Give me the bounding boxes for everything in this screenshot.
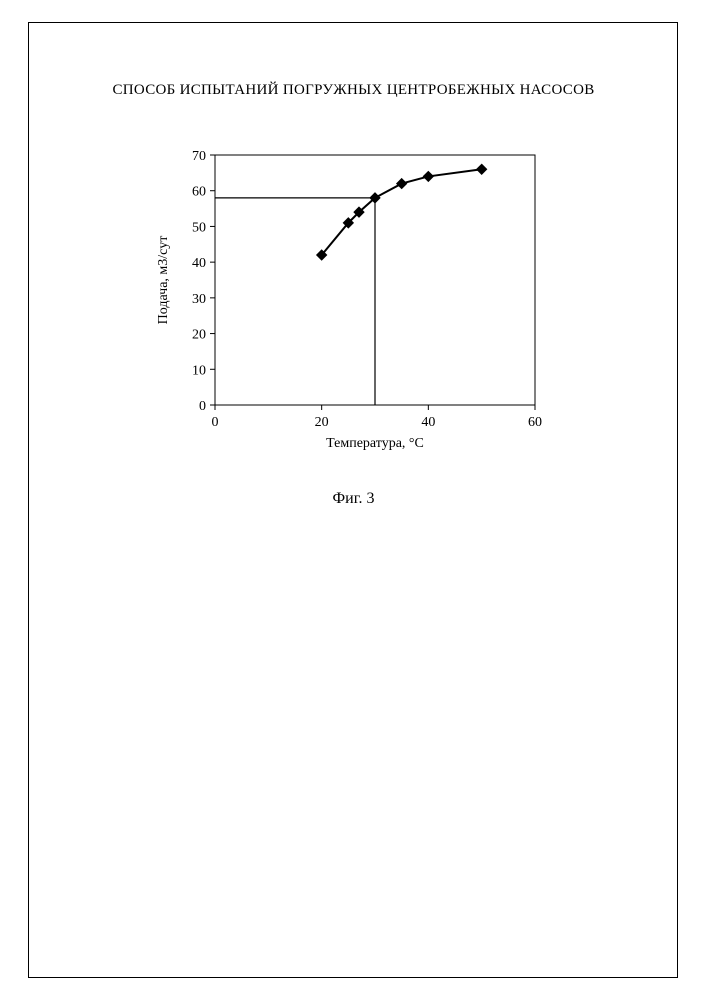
svg-text:60: 60 — [192, 185, 206, 200]
chart-svg: 0 10 20 30 40 50 60 70 0 20 40 60 Температура, °C Под… — [145, 145, 565, 465]
chart-container: 0 10 20 30 40 50 60 70 0 20 40 60 Температура, °C Под… — [145, 145, 565, 465]
svg-text:Температура, °C: Температура, °C — [326, 436, 424, 451]
page: СПОСОБ ИСПЫТАНИЙ ПОГРУЖНЫХ ЦЕНТРОБЕЖНЫХ … — [0, 0, 707, 1000]
svg-text:Подача, м3/сут: Подача, м3/сут — [156, 236, 171, 325]
svg-text:20: 20 — [315, 415, 329, 430]
svg-text:30: 30 — [192, 292, 206, 307]
svg-text:40: 40 — [192, 256, 206, 271]
svg-text:50: 50 — [192, 220, 206, 235]
svg-text:10: 10 — [192, 363, 206, 378]
svg-text:60: 60 — [528, 415, 542, 430]
svg-text:20: 20 — [192, 328, 206, 343]
svg-text:40: 40 — [421, 415, 435, 430]
svg-text:0: 0 — [199, 399, 206, 414]
svg-text:0: 0 — [212, 415, 219, 430]
svg-text:70: 70 — [192, 149, 206, 164]
figure-caption: Фиг. 3 — [0, 490, 707, 508]
page-title: СПОСОБ ИСПЫТАНИЙ ПОГРУЖНЫХ ЦЕНТРОБЕЖНЫХ … — [0, 82, 707, 99]
